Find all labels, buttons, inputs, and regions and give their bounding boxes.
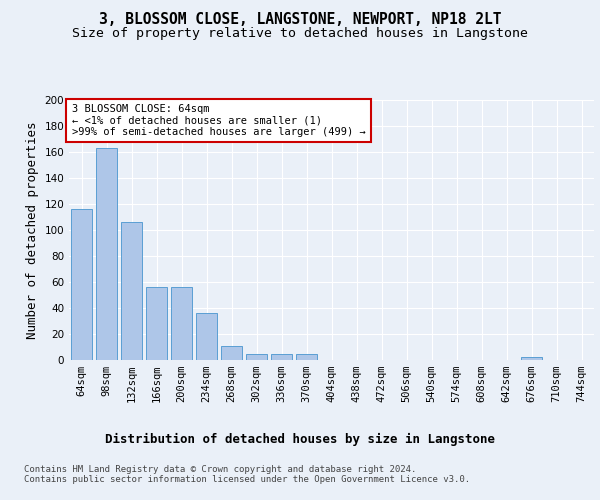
Bar [121, 222, 142, 360]
Text: Contains HM Land Registry data © Crown copyright and database right 2024.
Contai: Contains HM Land Registry data © Crown c… [24, 465, 470, 484]
Text: 3 BLOSSOM CLOSE: 64sqm
← <1% of detached houses are smaller (1)
>99% of semi-det: 3 BLOSSOM CLOSE: 64sqm ← <1% of detached… [71, 104, 365, 137]
Y-axis label: Number of detached properties: Number of detached properties [26, 121, 39, 339]
Bar [246, 354, 267, 360]
Text: Size of property relative to detached houses in Langstone: Size of property relative to detached ho… [72, 28, 528, 40]
Bar [171, 287, 192, 360]
Text: 3, BLOSSOM CLOSE, LANGSTONE, NEWPORT, NP18 2LT: 3, BLOSSOM CLOSE, LANGSTONE, NEWPORT, NP… [99, 12, 501, 28]
Text: Distribution of detached houses by size in Langstone: Distribution of detached houses by size … [105, 432, 495, 446]
Bar [71, 209, 92, 360]
Bar [296, 354, 317, 360]
Bar [271, 354, 292, 360]
Bar [196, 313, 217, 360]
Bar [96, 148, 117, 360]
Bar [521, 358, 542, 360]
Bar [221, 346, 242, 360]
Bar [146, 287, 167, 360]
